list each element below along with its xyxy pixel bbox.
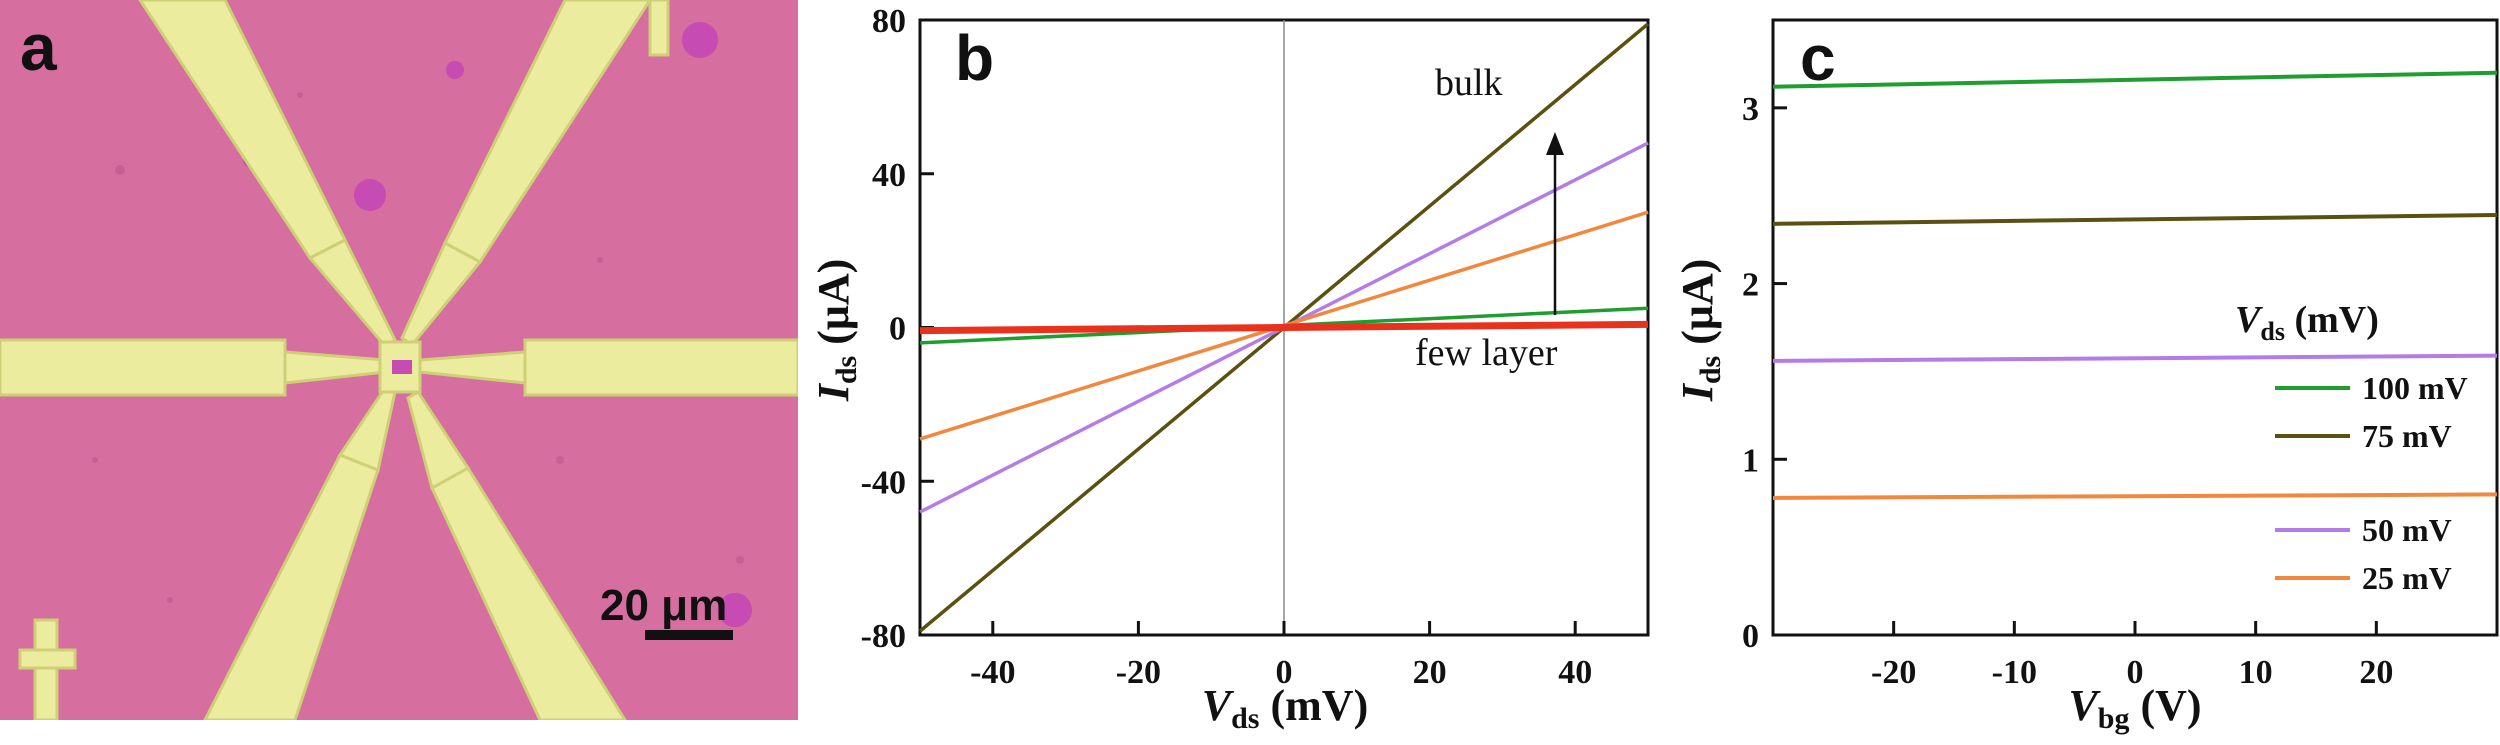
annotation-arrow — [1546, 132, 1564, 315]
panel-c-legend-title: Vds (mV) — [2235, 299, 2379, 346]
panel-b-series — [918, 22, 1650, 633]
panel-b-chart: -80 -40 0 40 80 -40 -20 0 20 40 b Vds (mV) Ids (… — [809, 3, 1650, 735]
x-tick-label: -10 — [1992, 654, 2037, 691]
x-tick-label: 0 — [2127, 654, 2144, 691]
series-line-100-mv — [1772, 70, 2498, 89]
y-tick-label: 0 — [889, 311, 906, 348]
panel-b-letter: b — [955, 22, 994, 94]
series-line-few-layer — [919, 320, 1649, 335]
x-tick-label: 0 — [1276, 654, 1293, 691]
legend-label: 25 mV — [2362, 560, 2452, 596]
legend-label: 75 mV — [2362, 418, 2452, 454]
annotation-bulk: bulk — [1435, 62, 1503, 104]
panel-c-y-ticks: 0 1 2 3 — [1742, 91, 1787, 655]
panel-c-chart: 0 1 2 3 -20 -10 0 10 20 100 mV 75 mV 50 mV 25 mV c… — [1673, 18, 2499, 735]
y-tick-label: 2 — [1742, 267, 1759, 304]
panel-c-series — [1772, 70, 2498, 500]
panel-b-xlabel: Vds (mV) — [1202, 681, 1368, 735]
series-line-50-mv — [1772, 353, 2498, 363]
panel-b-ylabel: Ids (μA) — [809, 259, 863, 403]
x-tick-label: 20 — [1413, 654, 1447, 691]
x-tick-label: -20 — [1116, 654, 1161, 691]
y-tick-label: -40 — [861, 464, 906, 501]
y-tick-label: -80 — [861, 618, 906, 655]
x-tick-label: 20 — [2359, 654, 2393, 691]
legend-label: 100 mV — [2362, 370, 2468, 406]
panel-a-micrograph: 20 μm a — [0, 0, 798, 720]
legend-label: 50 mV — [2362, 512, 2452, 548]
channel-flake — [392, 360, 412, 374]
scale-bar-label: 20 μm — [600, 581, 727, 630]
annotation-few-layer: few layer — [1415, 332, 1558, 374]
y-tick-label: 1 — [1742, 442, 1759, 479]
x-tick-label: 40 — [1558, 654, 1592, 691]
panel-b-y-ticks: -80 -40 0 40 80 — [861, 3, 934, 655]
panel-c-legend: 100 mV 75 mV 50 mV 25 mV — [2275, 370, 2468, 596]
x-tick-label: -20 — [1871, 654, 1916, 691]
series-line-75-mv — [1772, 213, 2498, 226]
panel-c-x-ticks: -20 -10 0 10 20 — [1871, 621, 2393, 691]
y-tick-label: 80 — [872, 3, 906, 40]
series-line-25-mv — [1772, 492, 2498, 500]
panel-c-letter: c — [1800, 22, 1836, 94]
y-tick-label: 40 — [872, 157, 906, 194]
scale-bar — [645, 630, 733, 640]
panel-b-x-ticks: -40 -20 0 20 40 — [970, 621, 1592, 691]
panel-a-letter: a — [20, 10, 58, 84]
panel-c-ylabel: Ids (μA) — [1673, 259, 1727, 403]
y-tick-label: 0 — [1742, 618, 1759, 655]
panel-c-xlabel: Vbg (V) — [2068, 681, 2201, 735]
electrodes — [0, 0, 798, 720]
x-tick-label: -40 — [970, 654, 1015, 691]
x-tick-label: 10 — [2239, 654, 2273, 691]
y-tick-label: 3 — [1742, 91, 1759, 128]
